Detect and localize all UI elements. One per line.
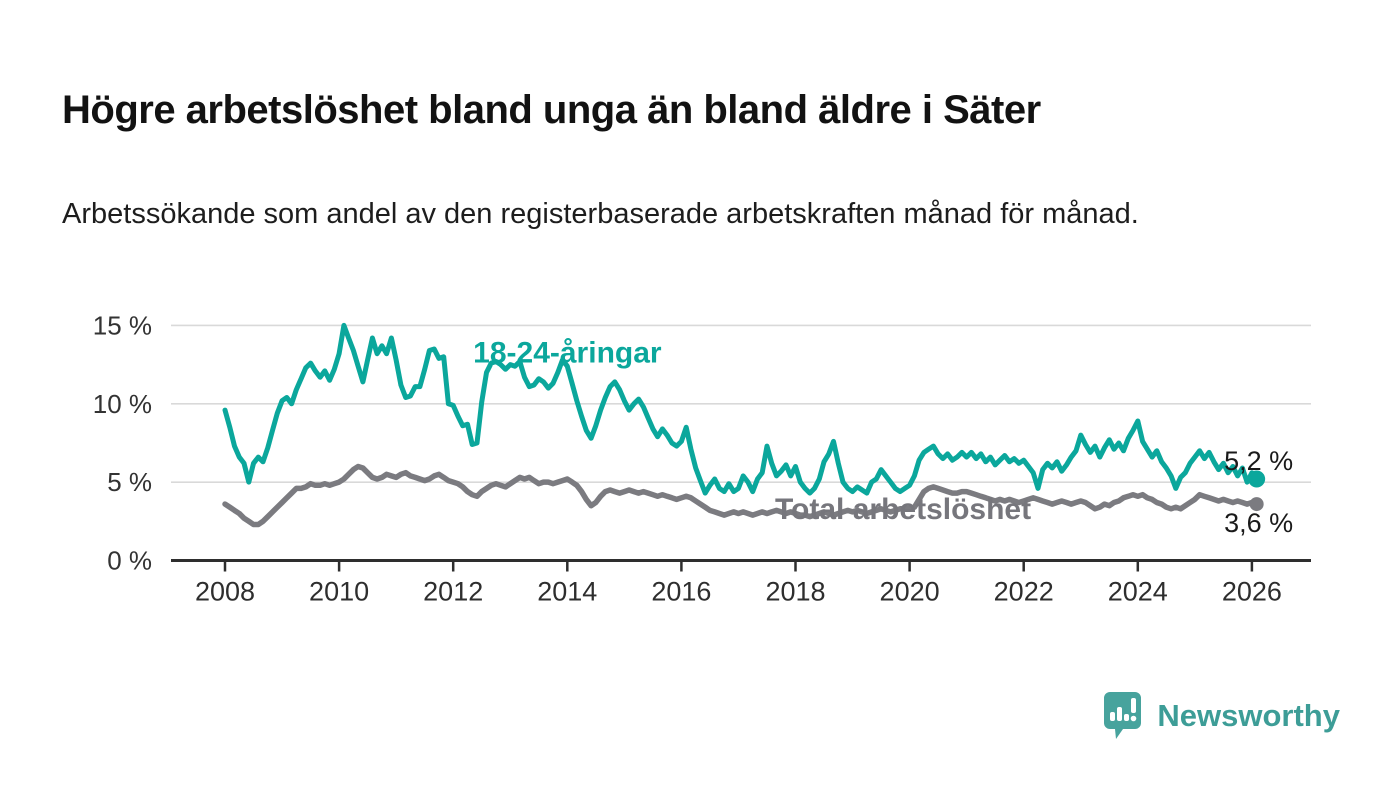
x-axis-tick-label: 2008 (195, 577, 255, 607)
x-axis-tick-label: 2016 (651, 577, 711, 607)
total-end-value: 3,6 % (1224, 508, 1293, 538)
total-end-dot (1249, 497, 1264, 512)
x-axis-tick-label: 2012 (423, 577, 483, 607)
x-axis-tick-label: 2010 (309, 577, 369, 607)
y-axis-tick-label: 15 % (93, 310, 152, 340)
y-axis-tick-label: 5 % (107, 467, 152, 497)
x-axis-tick-label: 2014 (537, 577, 597, 607)
newsworthy-logo: Newsworthy (1102, 690, 1340, 742)
x-axis-tick-label: 2024 (1108, 577, 1168, 607)
x-axis-tick-label: 2022 (994, 577, 1054, 607)
x-axis-tick-label: 2020 (880, 577, 940, 607)
chart-title: Högre arbetslöshet bland unga än bland ä… (62, 87, 1041, 132)
total-series-line (222, 463, 1260, 528)
y-axis-tick-label: 0 % (107, 546, 152, 576)
chart-subtitle: Arbetssökande som andel av den registerb… (62, 198, 1139, 230)
newsworthy-wordmark: Newsworthy (1157, 698, 1340, 733)
youth-series-line (222, 322, 1260, 496)
youth-end-value: 5,2 % (1224, 446, 1293, 476)
total-series-label: Total arbetslöshet (775, 493, 1031, 526)
x-axis-tick-label: 2026 (1222, 577, 1282, 607)
youth-end-dot (1248, 470, 1266, 488)
youth-series-label: 18-24-åringar (473, 336, 662, 369)
y-axis-tick-label: 10 % (93, 389, 152, 419)
newsworthy-logo-icon (1104, 692, 1142, 739)
x-axis-tick-label: 2018 (765, 577, 825, 607)
